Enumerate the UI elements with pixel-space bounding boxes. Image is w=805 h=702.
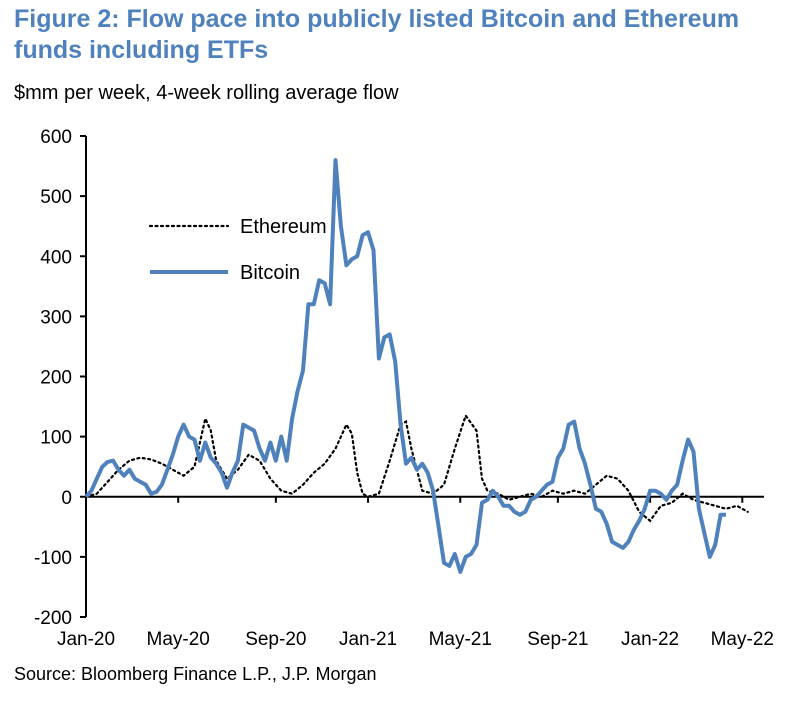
x-axis-ticks: Jan-20 May-20 Sep-20 Jan-21 May-21 Sep-21 Jan-… [57, 496, 774, 650]
x-tick-label: Sep-21 [527, 629, 588, 650]
x-tick-label: May-22 [711, 629, 774, 650]
y-tick-label: 200 [40, 368, 72, 389]
y-tick-label: 300 [40, 307, 72, 328]
y-tick-label: -100 [34, 548, 72, 569]
y-tick-label: 100 [40, 428, 72, 449]
x-tick-label: Jan-21 [339, 629, 397, 650]
x-tick-label: May-20 [147, 629, 210, 650]
legend-label-bitcoin: Bitcoin [240, 262, 300, 284]
y-tick-label: 0 [61, 488, 72, 509]
x-tick-label: Sep-20 [245, 629, 306, 650]
x-tick-label: Jan-20 [57, 629, 115, 650]
chart-title: Figure 2: Flow pace into publicly listed… [14, 5, 740, 64]
y-axis-ticks: 600 500 400 300 200 100 0 -100 -200 [34, 127, 86, 629]
y-tick-label: 500 [40, 187, 72, 208]
chart-subtitle: $mm per week, 4-week rolling average flo… [14, 82, 399, 104]
y-tick-label: 400 [40, 247, 72, 268]
y-tick-label: -200 [34, 608, 72, 629]
x-tick-label: May-21 [429, 629, 492, 650]
legend: Ethereum Bitcoin [148, 216, 327, 284]
series-line-ethereum [84, 413, 749, 523]
x-tick-label: Jan-22 [621, 629, 679, 650]
source-note: Source: Bloomberg Finance L.P., J.P. Mor… [14, 664, 377, 684]
y-tick-label: 600 [40, 127, 72, 148]
legend-label-ethereum: Ethereum [240, 216, 327, 238]
series-line-bitcoin [84, 158, 726, 574]
